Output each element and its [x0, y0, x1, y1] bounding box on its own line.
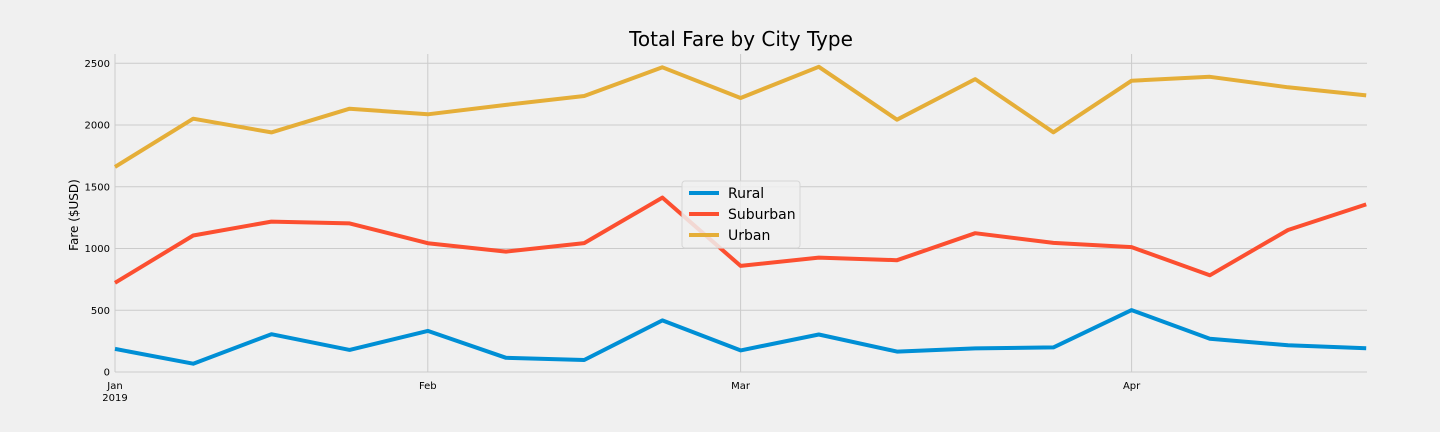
x-tick-label: Feb — [419, 381, 437, 392]
legend-box — [681, 180, 801, 249]
y-axis-title: Fare ($USD) — [67, 179, 81, 251]
series-line-urban — [113, 64, 1367, 169]
legend-label-urban: Urban — [728, 228, 770, 244]
legend: Rural Suburban Urban — [681, 180, 801, 249]
chart-title: Total Fare by City Type — [628, 27, 853, 51]
y-tick-label: 2000 — [85, 121, 110, 132]
x-tick-label: Mar — [731, 381, 751, 392]
y-tick-label: 1500 — [85, 182, 110, 193]
series-line-rural — [114, 308, 1367, 366]
series-line-suburban — [113, 195, 1367, 285]
y-tick-label: 500 — [91, 306, 110, 317]
grid-layer — [114, 54, 1367, 373]
y-tick-label: 1000 — [85, 244, 110, 255]
legend-label-suburban: Suburban — [728, 207, 796, 223]
y-tick-label: 0 — [104, 368, 110, 379]
x-tick-label: Apr — [1123, 381, 1141, 392]
y-tick-label: 2500 — [85, 59, 110, 70]
series-layer — [113, 64, 1367, 366]
legend-label-rural: Rural — [728, 186, 764, 202]
x-tick-label: Jan — [106, 381, 122, 392]
x-tick-sublabel: 2019 — [102, 393, 127, 404]
